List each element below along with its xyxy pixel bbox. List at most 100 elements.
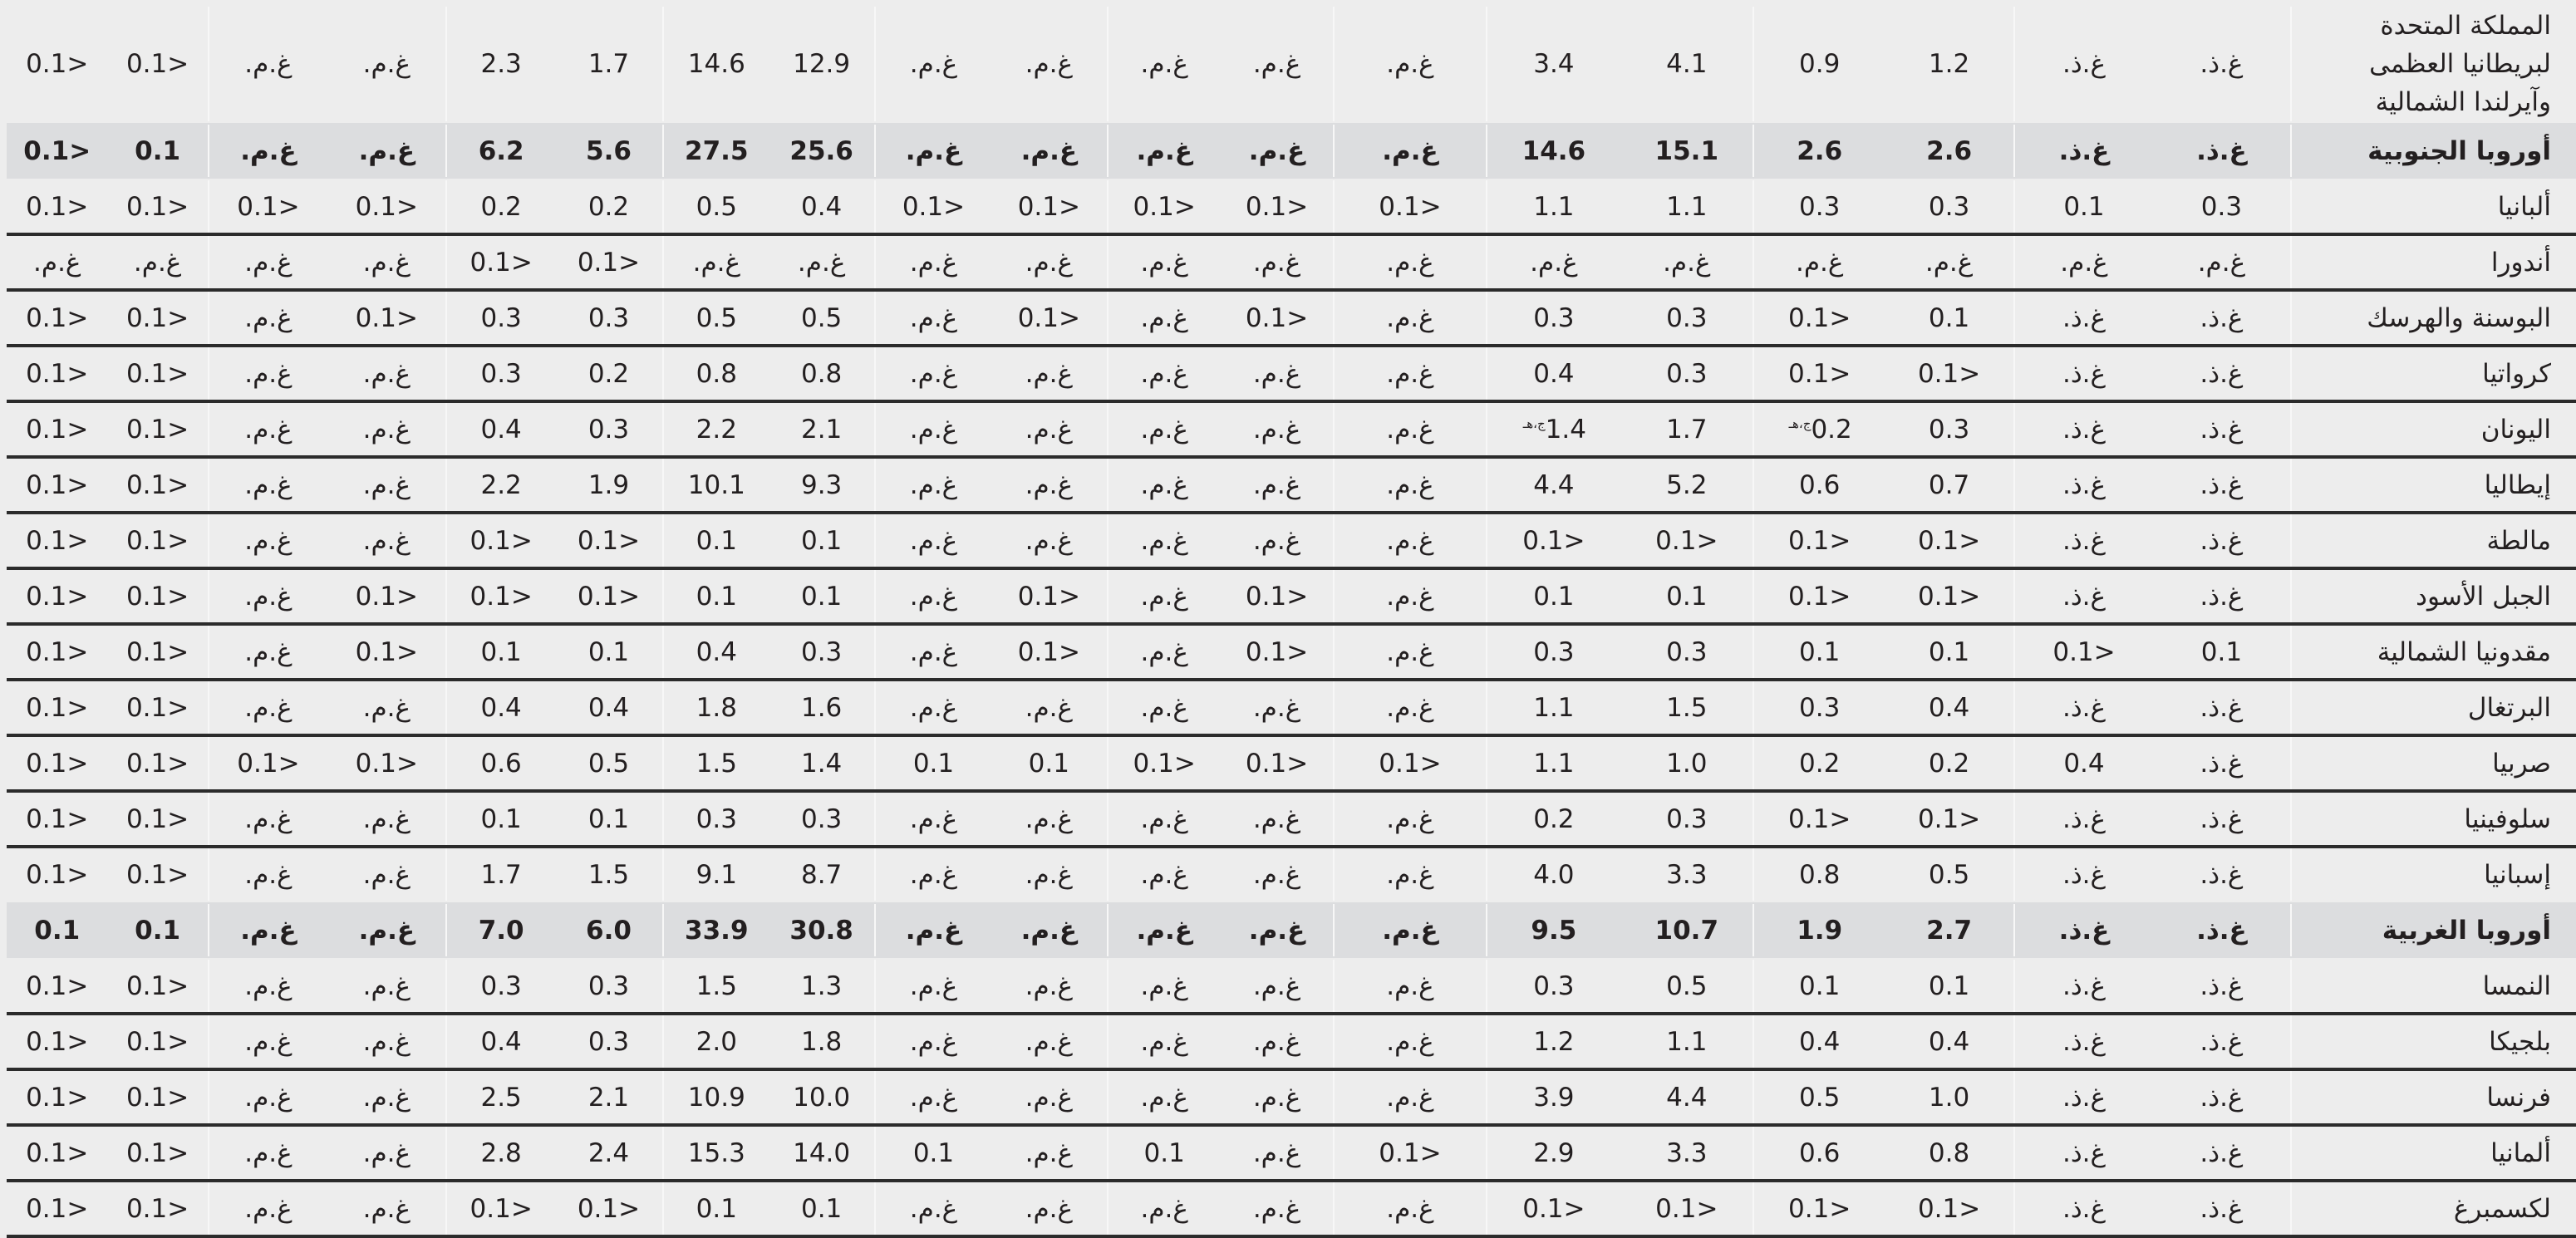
cell-value: غ.م. [1252, 1137, 1301, 1168]
cell-value: غ.م. [1386, 636, 1434, 667]
cell-value: <0.1 [1245, 581, 1309, 612]
table-cell: غ.م. [1220, 680, 1335, 737]
table-cell: غ.م. [1333, 234, 1487, 292]
table-cell: <0.1 [207, 179, 328, 236]
cell-value: <0.1 [355, 636, 418, 667]
table-cell: <0.1 [107, 1181, 209, 1238]
cell-value: 3.3 [1666, 859, 1708, 890]
table-cell: غ.م. [873, 958, 992, 1015]
cell-value: غ.م. [362, 414, 410, 445]
table-cell: غ.م. [873, 7, 992, 123]
cell-value: 3.4 [1533, 49, 1575, 79]
table-cell: غ.م. [207, 568, 328, 626]
cell-value: غ.م. [1386, 247, 1434, 278]
cell-value: غ.م. [1140, 636, 1188, 667]
cell-value: غ.م. [133, 247, 182, 278]
cell-value: 2.3 [480, 49, 522, 79]
cell-value: 0.6 [480, 748, 522, 779]
row-label: فرنسا [2290, 1069, 2576, 1127]
table-cell: 0.3 [769, 791, 875, 848]
row-label: بلجيكا [2290, 1014, 2576, 1071]
cell-value: 0.5 [1928, 859, 1970, 890]
table-cell: غ.م. [327, 791, 447, 848]
cell-value: غ.م. [1140, 469, 1188, 500]
table-cell: 0.4 [769, 179, 875, 236]
table-cell: غ.م. [207, 346, 328, 403]
table-cell: 1.1 [1485, 179, 1621, 236]
region-row: أوروبا الجنوبية غ.ذ. غ.ذ. 2.6 2.6 15.1 14.6 غ.م… [7, 123, 2576, 179]
cell-value: غ.م. [1025, 803, 1074, 834]
cell-value: 7.0 [478, 915, 524, 946]
cell-value: 5.6 [586, 135, 632, 166]
cell-value: غ.ذ. [2062, 859, 2106, 890]
cell-value: غ.م. [692, 247, 740, 278]
table-cell: غ.ذ. [2152, 1014, 2292, 1071]
cell-value: 0.1 [1666, 581, 1708, 612]
row-label: أوروبا الغربية [2290, 902, 2576, 958]
cell-value: 0.1 [480, 636, 522, 667]
cell-value: 0.2 [1533, 803, 1575, 834]
table-cell: 0.3 [1485, 290, 1621, 347]
table-row: مقدونيا الشمالية 0.1 <0.1 0.1 0.1 0.3 0.3 غ.م. <… [7, 624, 2576, 681]
cell-value: 0.3 [587, 302, 630, 333]
cell-value: 9.5 [1531, 915, 1577, 946]
cell-value: 1.2 [1928, 49, 1970, 79]
cell-value: 1.0 [1666, 748, 1708, 779]
table-row: مالطة غ.ذ. غ.ذ. <0.1 <0.1 <0.1 <0.1 غ.م. غ.م. غ.م… [7, 513, 2576, 570]
table-cell: غ.ذ. [2152, 958, 2292, 1015]
table-cell: 0.1 [1753, 624, 1885, 681]
cell-value: غ.ذ. [2200, 748, 2244, 779]
cell-value: غ.م. [909, 49, 958, 79]
cell-value: 33.9 [685, 915, 749, 946]
table-cell: <0.1 [327, 735, 447, 793]
cell-value: غ.م. [1252, 358, 1301, 389]
cell-value: غ.ذ. [2200, 581, 2244, 612]
cell-value: <0.1 [1017, 581, 1080, 612]
table-cell: غ.م. [327, 1125, 447, 1182]
cell-value: غ.م. [1386, 469, 1434, 500]
cell-value: غ.م. [1386, 803, 1434, 834]
cell-value: 14.0 [793, 1137, 851, 1168]
cell-value: 0.1 [696, 1193, 737, 1224]
table-cell: <0.1 [7, 290, 108, 347]
table-cell: غ.م. [1333, 346, 1487, 403]
table-cell: 0.5 [769, 290, 875, 347]
table-cell: غ.ذ. [2013, 290, 2153, 347]
table-cell: <0.1 [1753, 1181, 1885, 1238]
table-cell: 2.9 [1485, 1125, 1621, 1182]
cell-value: غ.م. [1386, 1082, 1434, 1113]
table-cell: <0.1 [7, 179, 108, 236]
table-cell: <0.1 [1884, 791, 2015, 848]
cell-value: 0.8 [800, 358, 843, 389]
table-cell: غ.م. [327, 958, 447, 1015]
cell-value: 0.1 [1799, 636, 1841, 667]
cell-value: غ.ذ. [2062, 803, 2106, 834]
cell-value: غ.م. [909, 581, 958, 612]
table-cell: <0.1 [107, 513, 209, 570]
table-cell: <0.1 [1753, 513, 1885, 570]
cell-value: 0.6 [1799, 469, 1841, 500]
cell-value: غ.ذ. [2062, 302, 2106, 333]
table-cell: 0.4 [1884, 1014, 2015, 1071]
table-cell: 0.9 [1753, 7, 1885, 123]
cell-value: 4.0 [1533, 859, 1575, 890]
table-cell: 0.5 [1885, 847, 2014, 902]
cell-value: <0.1 [1245, 636, 1309, 667]
cell-value: 15.1 [1654, 135, 1719, 166]
table-cell: 1.7 [445, 847, 555, 902]
table-cell: غ.م. [1753, 234, 1885, 292]
table-cell: غ.م. [991, 513, 1108, 570]
table-cell: 0.1 [769, 513, 875, 570]
table-cell: 0.3 [554, 1014, 664, 1071]
cell-value: غ.ذ. [2062, 1193, 2106, 1224]
table-cell: 0.3 [554, 958, 664, 1015]
table-cell: 0.5 [1620, 958, 1754, 1015]
table-cell: 10.0 [769, 1069, 875, 1127]
cell-value: غ.م. [244, 1082, 293, 1113]
table-cell: غ.ذ. [2013, 513, 2153, 570]
table-cell: 0.7 [1884, 457, 2015, 514]
cell-value: <0.1 [1788, 358, 1851, 389]
cell-value: غ.م. [244, 469, 293, 500]
table-cell: غ.م. [327, 234, 447, 292]
table-cell: 0.3 [1620, 791, 1754, 848]
